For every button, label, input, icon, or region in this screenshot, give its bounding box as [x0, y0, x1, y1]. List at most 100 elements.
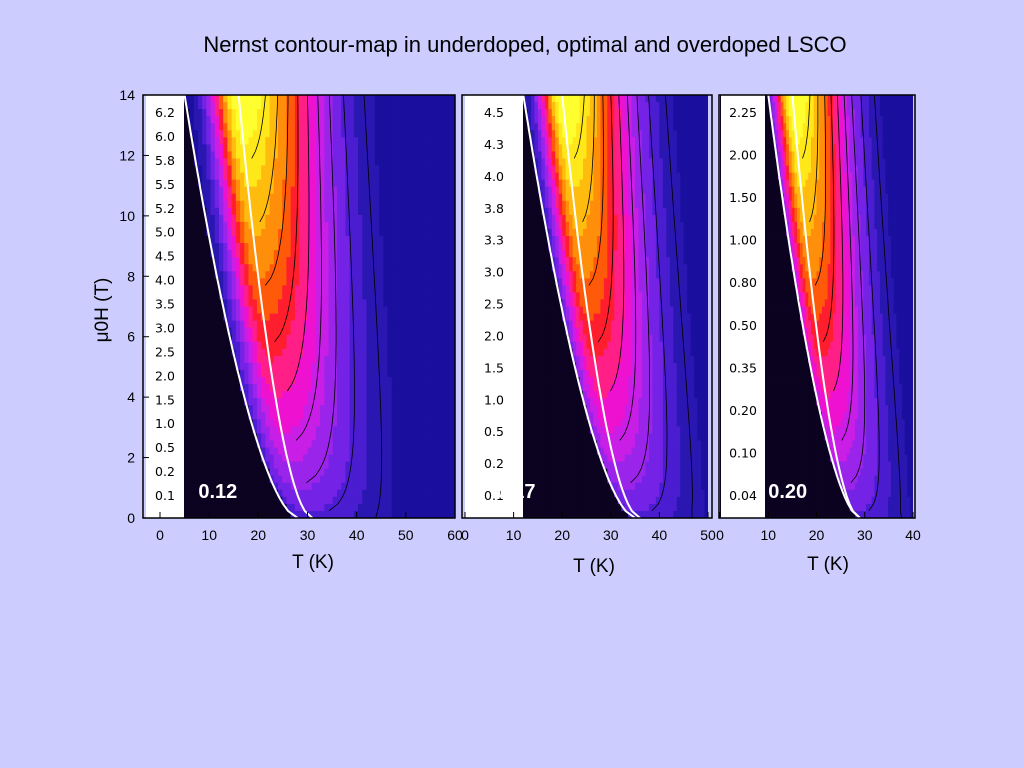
heat-cell — [206, 468, 212, 477]
heat-cell — [244, 193, 250, 202]
heat-cell — [202, 243, 207, 251]
heat-cell — [290, 116, 296, 124]
heat-cell — [442, 355, 448, 364]
heat-cell — [185, 292, 191, 301]
heat-cell — [404, 172, 410, 181]
heat-cell — [294, 426, 300, 434]
heat-cell — [320, 348, 325, 357]
heat-cell — [400, 123, 406, 131]
heat-cell — [261, 130, 266, 138]
heat-cell — [278, 172, 283, 181]
heat-cell — [349, 398, 355, 406]
heat-cell — [362, 503, 368, 512]
heat-cell — [227, 172, 233, 181]
heat-cell — [231, 503, 237, 512]
heat-cell — [282, 228, 288, 237]
heat-cell — [408, 151, 414, 160]
heat-cell — [252, 327, 258, 336]
heat-cell — [442, 271, 448, 279]
heat-cell — [374, 489, 380, 498]
heat-cell — [206, 264, 212, 272]
heat-cell — [265, 475, 271, 484]
heat-cell — [290, 334, 296, 343]
heat-cell — [370, 221, 376, 230]
heat-cell — [227, 341, 233, 350]
heat-cell — [290, 405, 296, 413]
heat-cell — [383, 228, 389, 237]
heat-cell — [400, 221, 406, 230]
heat-cell — [362, 426, 368, 434]
heat-cell — [265, 405, 271, 413]
heat-cell — [185, 313, 191, 322]
heat-cell — [223, 158, 229, 167]
heat-cell — [353, 250, 359, 258]
heat-cell — [387, 362, 393, 371]
heat-cell — [219, 264, 224, 272]
heat-cell — [345, 306, 351, 315]
heat-cell — [379, 377, 384, 385]
heat-cell — [299, 320, 304, 329]
heat-cell — [320, 123, 325, 131]
heat-cell — [185, 320, 191, 329]
heat-cell — [206, 285, 212, 293]
heat-cell — [433, 377, 439, 385]
heat-cell — [438, 214, 443, 223]
heat-cell — [387, 109, 393, 117]
heat-cell — [345, 264, 351, 272]
heat-cell — [425, 306, 431, 315]
heat-cell — [252, 320, 258, 329]
heat-cell — [206, 137, 212, 145]
heat-cell — [282, 299, 288, 308]
heat-cell — [311, 250, 317, 258]
heat-cell — [307, 377, 313, 385]
heat-cell — [256, 433, 262, 442]
heat-cell — [210, 299, 216, 308]
heat-cell — [417, 144, 422, 152]
heat-cell — [303, 334, 309, 343]
heat-cell — [282, 250, 288, 258]
heat-cell — [353, 193, 359, 202]
heat-cell — [206, 306, 212, 315]
heat-cell — [332, 102, 338, 110]
heat-cell — [210, 278, 216, 286]
heat-cell — [425, 447, 431, 456]
heat-cell — [206, 257, 212, 265]
heat-cell — [223, 447, 229, 456]
heat-cell — [193, 510, 199, 518]
heat-cell — [197, 412, 203, 420]
heat-cell — [294, 123, 300, 131]
heat-cell — [366, 116, 372, 124]
heat-cell — [379, 102, 384, 110]
heat-cell — [252, 137, 258, 145]
heat-cell — [374, 412, 380, 420]
heat-cell — [235, 285, 241, 293]
heat-cell — [328, 123, 334, 131]
heat-cell — [189, 264, 195, 272]
heat-cell — [433, 236, 439, 244]
heat-cell — [290, 433, 296, 442]
heat-cell — [374, 440, 380, 449]
heat-cell — [400, 137, 406, 145]
heat-cell — [412, 102, 418, 110]
heat-cell — [320, 384, 325, 392]
heat-cell — [429, 130, 435, 138]
heat-cell — [400, 510, 406, 518]
heat-cell — [252, 341, 258, 350]
x-axis-title: T (K) — [292, 552, 334, 573]
heat-cell — [227, 412, 233, 420]
heat-cell — [370, 391, 376, 399]
heat-cell — [387, 207, 393, 216]
heat-cell — [421, 348, 427, 357]
heat-cell — [450, 214, 455, 223]
heat-cell — [210, 123, 216, 131]
heat-cell — [282, 510, 288, 518]
heat-cell — [206, 369, 212, 378]
heat-cell — [400, 313, 406, 322]
heat-cell — [231, 264, 237, 272]
heat-cell — [248, 186, 254, 195]
heat-cell — [185, 186, 191, 195]
heat-cell — [210, 503, 216, 512]
heat-cell — [396, 193, 401, 202]
heat-cell — [425, 214, 431, 223]
heat-cell — [404, 144, 410, 152]
